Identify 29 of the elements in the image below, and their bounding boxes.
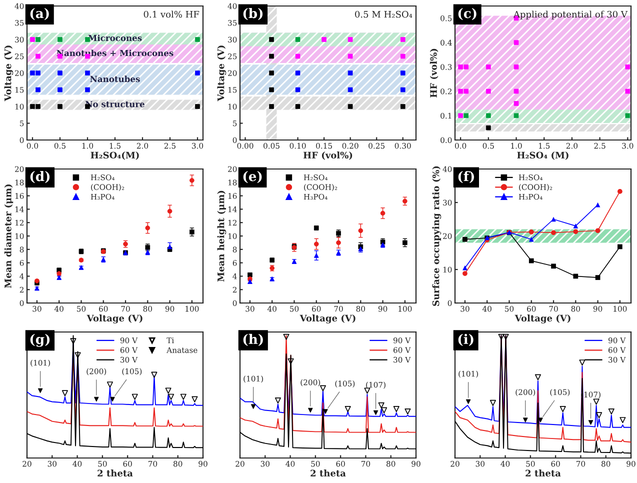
annotation: (h) bbox=[243, 334, 263, 346]
y-axis-title: Voltage (V) bbox=[4, 46, 14, 102]
annotation: Applied potential of 30 V bbox=[513, 10, 628, 20]
annotation: 0.5 M H₂SO₄ bbox=[355, 10, 412, 18]
annotation: (b) bbox=[243, 8, 263, 20]
annotation: (a) bbox=[30, 8, 49, 20]
x-axis-title: Voltage (V) bbox=[514, 314, 570, 324]
x-axis-title: HF (vol%) bbox=[303, 152, 352, 160]
y-axis-title: Voltage (V) bbox=[217, 46, 226, 102]
y-axis-title: Mean height (μm) bbox=[217, 190, 226, 282]
annotation: (i) bbox=[458, 334, 474, 346]
band-label: Nanotubes bbox=[90, 76, 140, 82]
annotation: 0.1 vol% HF bbox=[144, 10, 200, 18]
x-axis-title: H₂SO₄(M) bbox=[90, 152, 139, 160]
annotation: (e) bbox=[243, 171, 262, 184]
annotation: (g) bbox=[30, 334, 50, 347]
y-axis-title: Surface occupying ratio (%) bbox=[432, 166, 442, 306]
x-axis-title: H₂SO₄ (M) bbox=[517, 152, 568, 160]
annotation: (c) bbox=[458, 8, 476, 20]
band-label: Microcones bbox=[88, 34, 142, 42]
x-axis-title: 2 theta bbox=[98, 470, 133, 477]
x-axis-title: 2 theta bbox=[310, 470, 346, 477]
x-axis-title: 2 theta bbox=[526, 470, 561, 477]
y-axis-title: HF (vol%) bbox=[430, 48, 438, 98]
annotation: (d) bbox=[30, 171, 50, 184]
x-axis-title: Voltage (V) bbox=[300, 314, 356, 324]
y-axis-title: Mean diameter (μm) bbox=[4, 184, 14, 288]
annotation: (f) bbox=[458, 171, 474, 184]
x-axis-title: Voltage (V) bbox=[86, 314, 142, 324]
